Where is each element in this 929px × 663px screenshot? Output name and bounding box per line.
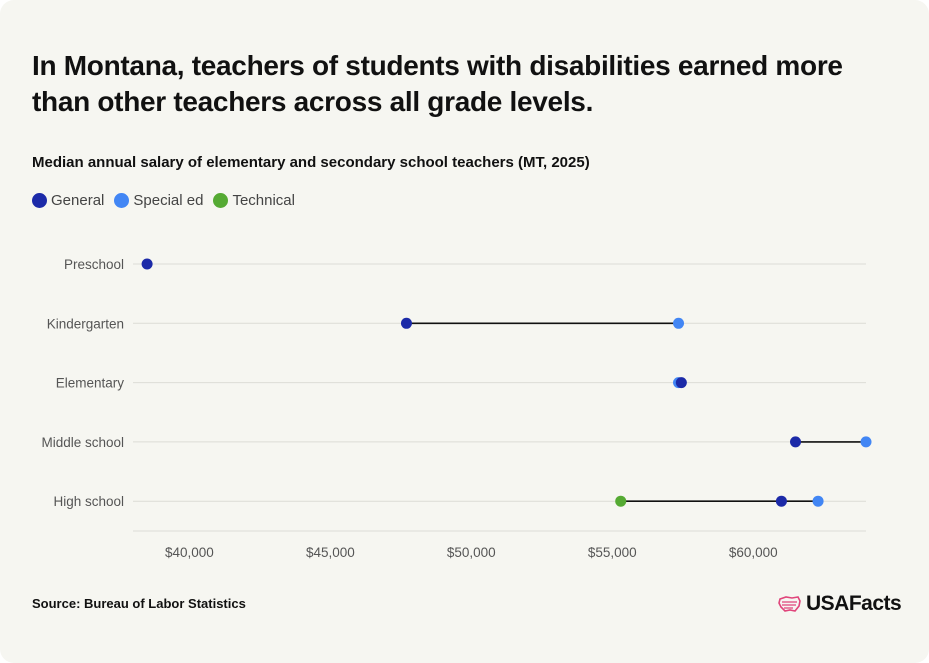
usafacts-logo: USAFacts bbox=[778, 592, 902, 616]
point-special-ed-middle-school bbox=[860, 436, 872, 448]
category-label: Middle school bbox=[41, 435, 124, 450]
x-tick-label: $40,000 bbox=[165, 545, 214, 560]
x-tick-label: $60,000 bbox=[729, 545, 778, 560]
source-note: Source: Bureau of Labor Statistics bbox=[32, 596, 246, 611]
legend: General Special ed Technical bbox=[32, 192, 305, 209]
legend-item-technical: Technical bbox=[213, 192, 295, 209]
point-general-kindergarten bbox=[400, 317, 412, 329]
point-general-elementary bbox=[675, 377, 687, 389]
point-general-middle-school bbox=[790, 436, 802, 448]
legend-item-special-ed: Special ed bbox=[114, 192, 203, 209]
point-special-ed-kindergarten bbox=[673, 317, 685, 329]
x-tick-label: $45,000 bbox=[306, 545, 355, 560]
us-map-flag-icon bbox=[778, 596, 801, 612]
category-label: High school bbox=[53, 494, 124, 509]
legend-label-general: General bbox=[51, 192, 105, 209]
legend-label-special-ed: Special ed bbox=[133, 192, 204, 209]
point-special-ed-high-school bbox=[812, 495, 824, 507]
legend-item-general: General bbox=[32, 192, 104, 209]
legend-swatch-special-ed bbox=[114, 193, 130, 208]
x-tick-label: $50,000 bbox=[447, 545, 496, 560]
logo-text: USAFacts bbox=[806, 592, 902, 615]
category-label: Preschool bbox=[64, 257, 124, 272]
legend-swatch-general bbox=[32, 193, 47, 208]
point-general-preschool bbox=[141, 258, 153, 270]
legend-label-technical: Technical bbox=[232, 192, 295, 209]
chart-title: In Montana, teachers of students with di… bbox=[32, 50, 843, 117]
point-general-high-school bbox=[775, 495, 787, 507]
x-tick-label: $55,000 bbox=[588, 545, 637, 560]
point-technical-high-school bbox=[615, 495, 627, 507]
category-label: Elementary bbox=[56, 376, 125, 391]
legend-swatch-technical bbox=[213, 193, 229, 208]
category-label: Kindergarten bbox=[47, 316, 124, 331]
chart-subtitle: Median annual salary of elementary and s… bbox=[32, 154, 590, 171]
